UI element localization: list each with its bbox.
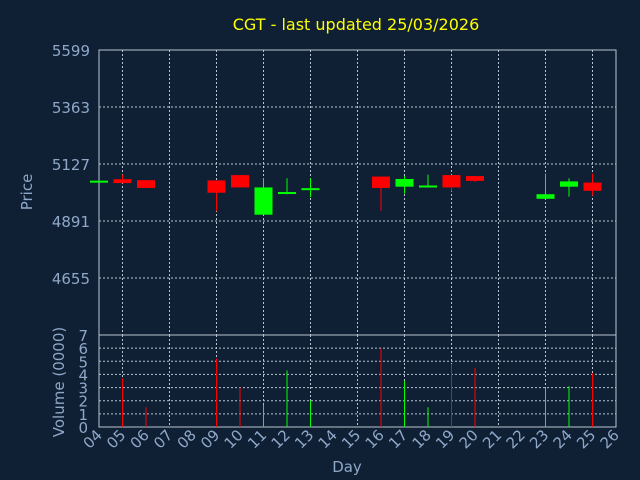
candle-body [442,175,461,188]
x-tick-label: 22 [503,426,529,452]
x-tick-label: 07 [150,426,176,452]
price-axis-label: Price [18,174,36,211]
candle-body [583,182,602,191]
candle-body [137,180,155,188]
x-tick-label: 09 [197,426,223,452]
candle-body [536,194,555,199]
x-tick-label: 05 [103,426,129,452]
candle-body [395,178,414,187]
x-tick-label: 10 [221,426,247,452]
candle-body [231,175,249,188]
x-tick-label: 20 [456,426,482,452]
candle-body [419,185,437,188]
price-tick-label: 5599 [52,42,90,60]
candle-body [466,176,484,181]
x-axis-ticks: 0405060708091011121314151617181920212223… [80,426,623,452]
volume-tick-label: 7 [78,327,88,345]
volume-panel-border [98,334,617,428]
candle-body [113,179,132,184]
x-tick-label: 21 [479,426,505,452]
x-tick-label: 06 [127,426,153,452]
volume-tick-label: 5 [78,353,88,371]
x-tick-label: 23 [526,426,552,452]
price-tick-label: 4891 [52,213,90,231]
candle-body [301,188,320,191]
volume-tick-label: 3 [78,380,88,398]
price-tick-label: 4655 [52,270,90,288]
volume-tick-label: 1 [78,406,88,424]
price-tick-label: 5127 [52,156,90,174]
x-axis-label: Day [332,458,362,476]
x-tick-label: 11 [244,426,270,452]
candle-body [207,180,226,193]
x-tick-label: 16 [362,426,388,452]
price-tick-label: 5363 [52,99,90,117]
price-panel-border [98,49,617,336]
x-tick-label: 15 [338,426,364,452]
x-tick-label: 14 [315,426,341,452]
volume-axis-label: Volume (0000) [50,327,68,437]
volume-tick-label: 6 [78,340,88,358]
candle-body [372,176,390,188]
price-panel: 5599 5363 5127 4891 4655 [52,42,617,336]
x-tick-label: 18 [409,426,435,452]
x-tick-label: 13 [291,426,317,452]
x-tick-label: 25 [573,426,599,452]
x-tick-label: 12 [268,426,294,452]
volume-tick-label: 2 [78,393,88,411]
x-tick-label: 08 [174,426,200,452]
x-tick-label: 19 [432,426,458,452]
candle-body [560,181,578,187]
volume-tick-label: 0 [78,419,88,437]
x-tick-label: 24 [550,426,576,452]
candle-body [90,180,108,183]
x-tick-label: 17 [385,426,411,452]
candle-body [254,187,273,215]
x-tick-label: 26 [597,426,623,452]
volume-tick-label: 4 [78,366,88,384]
candle-body [278,192,296,195]
chart-title: CGT - last updated 25/03/2026 [233,15,480,34]
